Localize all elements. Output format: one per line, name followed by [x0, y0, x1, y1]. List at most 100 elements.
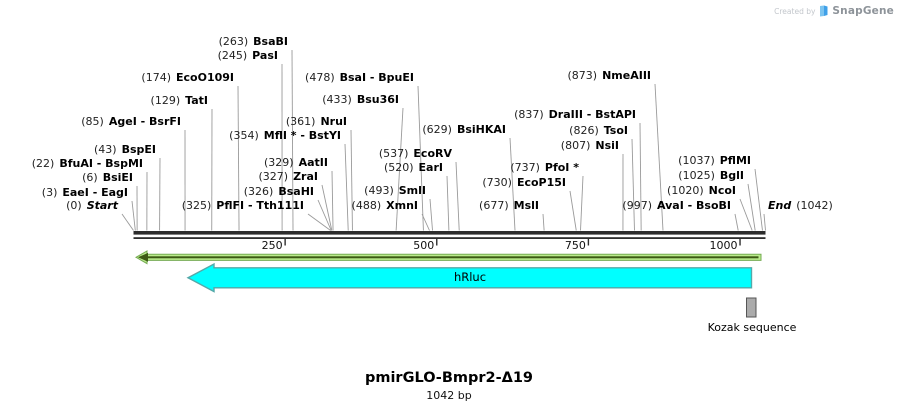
- site-name: XmnI: [386, 199, 418, 212]
- site-position: (493): [364, 184, 394, 197]
- enzyme-label[interactable]: (43) BspEI: [94, 144, 156, 156]
- site-name: NsiI: [595, 139, 619, 152]
- enzyme-label[interactable]: (329) AatII: [264, 157, 328, 169]
- site-name: PfoI *: [544, 161, 579, 174]
- leader-line: [446, 175, 450, 231]
- leader-line: [395, 107, 404, 231]
- kozak-box[interactable]: [746, 297, 757, 318]
- enzyme-label[interactable]: (1037) PflMI: [678, 155, 751, 167]
- enzyme-label[interactable]: (22) BfuAI - BspMI: [32, 158, 143, 170]
- site-position: (1037): [678, 154, 715, 167]
- enzyme-label[interactable]: (537) EcoRV: [379, 148, 452, 160]
- enzyme-label[interactable]: (325) PflFI - Tth111I: [182, 200, 304, 212]
- site-position: (0): [66, 199, 82, 212]
- site-position: (263): [218, 35, 249, 48]
- site-name: BfuAI - BspMI: [59, 157, 143, 170]
- kozak-sequence-label[interactable]: Kozak sequence: [707, 321, 797, 334]
- site-position: (85): [81, 115, 104, 128]
- enzyme-label[interactable]: (326) BsaHI: [244, 186, 314, 198]
- site-name: Start: [86, 199, 118, 212]
- site-name: BsaBI: [253, 35, 288, 48]
- leader-line: [734, 213, 739, 231]
- enzyme-label[interactable]: (354) MflI * - BstYI: [229, 130, 341, 142]
- enzyme-label[interactable]: (263) BsaBI: [219, 36, 288, 48]
- enzyme-label[interactable]: (245) PasI: [218, 50, 278, 62]
- leader-line: [237, 85, 240, 231]
- reverse-strand-arrowhead: [138, 252, 148, 262]
- enzyme-label[interactable]: (826) TsoI: [569, 125, 628, 137]
- site-name: NruI: [320, 115, 347, 128]
- site-name: PasI: [252, 49, 278, 62]
- enzyme-label[interactable]: (129) TatI: [151, 95, 208, 107]
- leader-line: [754, 168, 763, 231]
- leader-line: [580, 175, 584, 231]
- site-name: EcoO109I: [176, 71, 234, 84]
- enzyme-label[interactable]: (807) NsiI: [561, 140, 619, 152]
- terminus-label[interactable]: (0) Start: [66, 200, 118, 212]
- hRluc-arrow[interactable]: [186, 262, 753, 293]
- site-position: (129): [150, 94, 181, 107]
- site-name: BglI: [719, 169, 744, 182]
- enzyme-label[interactable]: (520) EarI: [384, 162, 443, 174]
- leader-line: [417, 85, 424, 231]
- enzyme-label[interactable]: (478) BsaI - BpuEI: [305, 72, 414, 84]
- enzyme-label[interactable]: (1025) BglI: [678, 170, 744, 182]
- enzyme-label[interactable]: (85) AgeI - BsrFI: [81, 116, 181, 128]
- enzyme-label[interactable]: (737) PfoI *: [510, 162, 579, 174]
- leader-line: [350, 129, 353, 231]
- watermark-brand: SnapGene: [832, 5, 894, 17]
- leader-line: [455, 161, 460, 231]
- site-position: (1042): [796, 199, 833, 212]
- enzyme-label[interactable]: (677) MslI: [479, 200, 539, 212]
- site-position: (807): [560, 139, 591, 152]
- enzyme-label[interactable]: (493) SmlI: [364, 185, 426, 197]
- site-name: PflFI - Tth111I: [216, 199, 304, 212]
- enzyme-label[interactable]: (433) Bsu36I: [322, 94, 399, 106]
- site-name: AgeI - BsrFI: [108, 115, 181, 128]
- enzyme-label[interactable]: (1020) NcoI: [667, 185, 736, 197]
- site-name: BsaI - BpuEI: [339, 71, 414, 84]
- site-position: (677): [479, 199, 509, 212]
- site-position: (433): [322, 93, 352, 106]
- site-position: (629): [422, 123, 452, 136]
- site-position: (837): [514, 108, 544, 121]
- enzyme-label[interactable]: (174) EcoO109I: [141, 72, 234, 84]
- enzyme-label[interactable]: (361) NruI: [286, 116, 347, 128]
- enzyme-label[interactable]: (873) NmeAIII: [567, 70, 651, 82]
- site-position: (478): [305, 71, 335, 84]
- enzyme-label[interactable]: (997) AvaI - BsoBI: [622, 200, 731, 212]
- terminus-label[interactable]: End (1042): [768, 200, 833, 212]
- site-name: Bsu36I: [356, 93, 399, 106]
- site-position: (325): [181, 199, 212, 212]
- site-name: TsoI: [603, 124, 628, 137]
- leader-line: [421, 213, 430, 231]
- site-position: (997): [622, 199, 652, 212]
- hRluc-feature-label[interactable]: hRluc: [453, 270, 487, 284]
- enzyme-label[interactable]: (3) EaeI - EagI: [42, 187, 128, 199]
- leader-line: [344, 143, 349, 231]
- site-position: (326): [243, 185, 274, 198]
- site-position: (488): [351, 199, 382, 212]
- site-position: (1025): [678, 169, 715, 182]
- site-name: BsiEI: [102, 171, 133, 184]
- site-position: (520): [383, 161, 414, 174]
- snapgene-flag-icon: [820, 5, 828, 17]
- site-position: (22): [31, 157, 55, 170]
- site-position: (327): [258, 170, 289, 183]
- enzyme-label[interactable]: (6) BsiEI: [82, 172, 133, 184]
- leader-line: [763, 213, 766, 231]
- enzyme-label[interactable]: (629) BsiHKAI: [422, 124, 506, 136]
- enzyme-label[interactable]: (327) ZraI: [258, 171, 318, 183]
- sequence-bar: [133, 231, 766, 235]
- plasmid-length: 1042 bp: [426, 389, 472, 402]
- enzyme-label[interactable]: (730) EcoP15I: [482, 177, 566, 189]
- leader-line: [739, 198, 753, 231]
- enzyme-label[interactable]: (837) DraIII - BstAPI: [514, 109, 636, 121]
- site-position: (3): [41, 186, 58, 199]
- site-position: (245): [217, 49, 248, 62]
- enzyme-label[interactable]: (488) XmnI: [352, 200, 418, 212]
- leader-line: [121, 213, 134, 231]
- watermark-created-by: Created by: [774, 6, 816, 16]
- site-position: (361): [285, 115, 316, 128]
